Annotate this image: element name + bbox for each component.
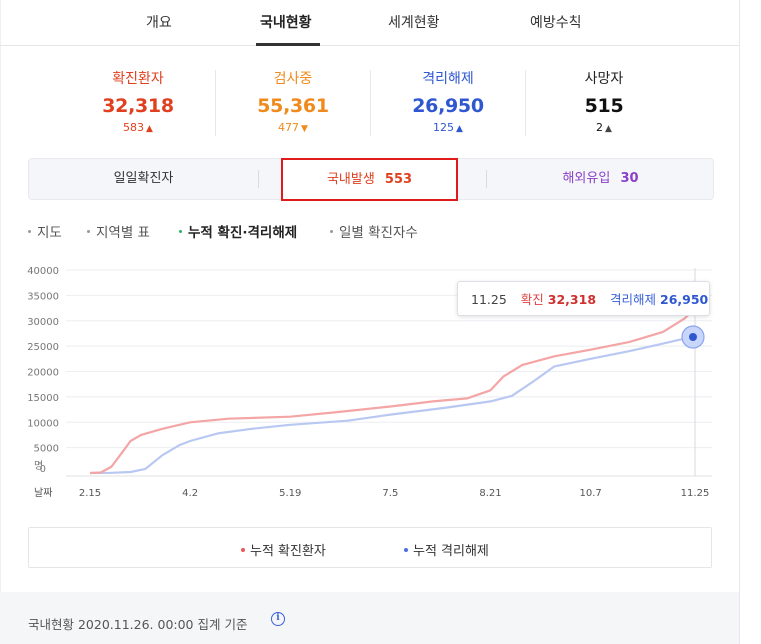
segment-overseas[interactable]: 해외유입 30 — [486, 159, 715, 199]
tab-global[interactable]: 세계현황 — [388, 15, 440, 31]
x-tick-label: 4.2 — [182, 488, 198, 499]
chart-tooltip: 11.25 확진 32,318 격리해제 26,950 — [457, 281, 710, 316]
stat-deaths-label: 사망자 — [584, 71, 624, 87]
tab-domestic[interactable]: 국내현황 — [260, 15, 312, 31]
stat-divider — [215, 70, 216, 136]
main-tabs: 개요 국내현황 세계현황 예방수칙 — [0, 0, 739, 46]
up-arrow-icon: ▲ — [146, 124, 153, 134]
panel-right-border — [739, 0, 740, 644]
x-tick-label: 10.7 — [579, 488, 601, 499]
y-axis-ticks: 0 5000 10000 15000 20000 25000 30000 35000 40000 — [27, 266, 59, 475]
tab-overview[interactable]: 개요 — [146, 15, 172, 31]
y-tick-label: 20000 — [27, 368, 59, 379]
subtab-map[interactable]: 지도 — [28, 221, 62, 241]
stat-testing: 검사중 55,361 477 ▼ — [218, 68, 368, 137]
down-arrow-icon: ▼ — [301, 124, 308, 134]
y-tick-label: 0 — [40, 464, 46, 475]
legend-dot-icon — [404, 547, 408, 552]
legend-dot-icon — [241, 547, 245, 552]
bullet-icon — [87, 229, 90, 233]
x-axis-ticks: 2.15 4.2 5.19 7.5 8.21 10.7 11.25 — [79, 488, 709, 499]
stat-testing-label: 검사중 — [273, 71, 313, 87]
subtab-region-table[interactable]: 지역별 표 — [87, 221, 150, 241]
y-tick-label: 15000 — [27, 393, 59, 404]
y-tick-label: 10000 — [27, 418, 59, 429]
tooltip-released-label: 격리해제 — [610, 292, 657, 307]
chart-grid — [66, 269, 712, 477]
y-tick-label: 5000 — [34, 444, 59, 455]
series-line-released — [89, 335, 696, 475]
stat-testing-value: 55,361 — [257, 95, 329, 117]
y-tick-label: 40000 — [27, 266, 59, 277]
stat-released-value: 26,950 — [412, 95, 484, 117]
y-tick-label: 35000 — [27, 291, 59, 302]
tooltip-released-value: 26,950 — [660, 292, 709, 307]
stat-deaths-value: 515 — [584, 95, 624, 117]
x-tick-label: 5.19 — [279, 488, 301, 499]
cumulative-chart: 0 5000 10000 15000 20000 25000 30000 35000 40000… — [27, 266, 712, 499]
segment-overseas-value: 30 — [620, 171, 639, 186]
panel-left-border — [0, 0, 1, 644]
stat-released-delta: 125 ▲ — [433, 121, 463, 134]
x-axis-label: 날짜 — [34, 487, 52, 499]
y-unit-label: 명 — [34, 460, 43, 472]
legend-confirmed[interactable]: 누적 확진환자 — [241, 540, 326, 559]
subtab-daily-count[interactable]: 일별 확진자수 — [330, 221, 418, 241]
stat-deaths-delta: 2 ▲ — [596, 121, 612, 134]
hover-point[interactable] — [689, 333, 697, 341]
info-icon[interactable]: i — [271, 612, 285, 626]
series-line-confirmed — [89, 308, 696, 475]
tooltip-date: 11.25 — [471, 292, 507, 307]
stat-deaths: 사망자 515 2 ▲ — [529, 68, 679, 137]
x-tick-label: 8.21 — [479, 488, 501, 499]
active-tab-indicator — [256, 43, 320, 46]
segment-separator — [486, 170, 487, 188]
stat-confirmed-delta: 583 ▲ — [123, 121, 153, 134]
segment-domestic-value: 553 — [384, 172, 413, 187]
x-tick-label: 11.25 — [681, 488, 710, 499]
chart-series — [89, 308, 696, 475]
segment-separator — [258, 170, 259, 188]
up-arrow-icon: ▲ — [605, 124, 612, 134]
bullet-icon — [28, 229, 31, 233]
bullet-icon — [179, 229, 182, 233]
subtab-cumulative[interactable]: 누적 확진·격리해제 — [179, 221, 297, 241]
stat-released-label: 격리해제 — [422, 71, 474, 87]
stat-confirmed-value: 32,318 — [102, 95, 174, 117]
stat-confirmed-label: 확진환자 — [112, 71, 164, 87]
segment-domestic-label: 국내발생 — [326, 172, 375, 187]
tooltip-confirmed-label: 확진 — [520, 292, 544, 307]
footer-timestamp: 국내현황 2020.11.26. 00:00 집계 기준 — [28, 617, 248, 632]
tab-prevention[interactable]: 예방수칙 — [530, 15, 582, 31]
legend-released[interactable]: 누적 격리해제 — [404, 540, 489, 559]
y-tick-label: 25000 — [27, 342, 59, 353]
tooltip-confirmed-value: 32,318 — [547, 292, 597, 307]
segment-daily[interactable]: 일일확진자 — [113, 171, 174, 186]
chart-legend: 누적 확진환자 누적 격리해제 — [28, 527, 712, 568]
segment-overseas-label: 해외유입 — [562, 171, 611, 186]
bullet-icon — [330, 229, 333, 233]
stat-divider — [370, 70, 371, 136]
stat-released: 격리해제 26,950 125 ▲ — [373, 68, 523, 137]
footer: 국내현황 2020.11.26. 00:00 집계 기준 — [0, 592, 739, 644]
segment-domestic[interactable]: 국내발생 553 — [281, 158, 458, 201]
x-tick-label: 7.5 — [382, 488, 398, 499]
up-arrow-icon: ▲ — [456, 124, 463, 134]
stat-divider — [525, 70, 526, 136]
segment-domestic-content: 국내발생 553 — [283, 160, 456, 199]
x-tick-label: 2.15 — [79, 488, 101, 499]
stat-testing-delta: 477 ▼ — [278, 121, 308, 134]
stat-confirmed: 확진환자 32,318 583 ▲ — [63, 68, 213, 137]
y-tick-label: 30000 — [27, 317, 59, 328]
